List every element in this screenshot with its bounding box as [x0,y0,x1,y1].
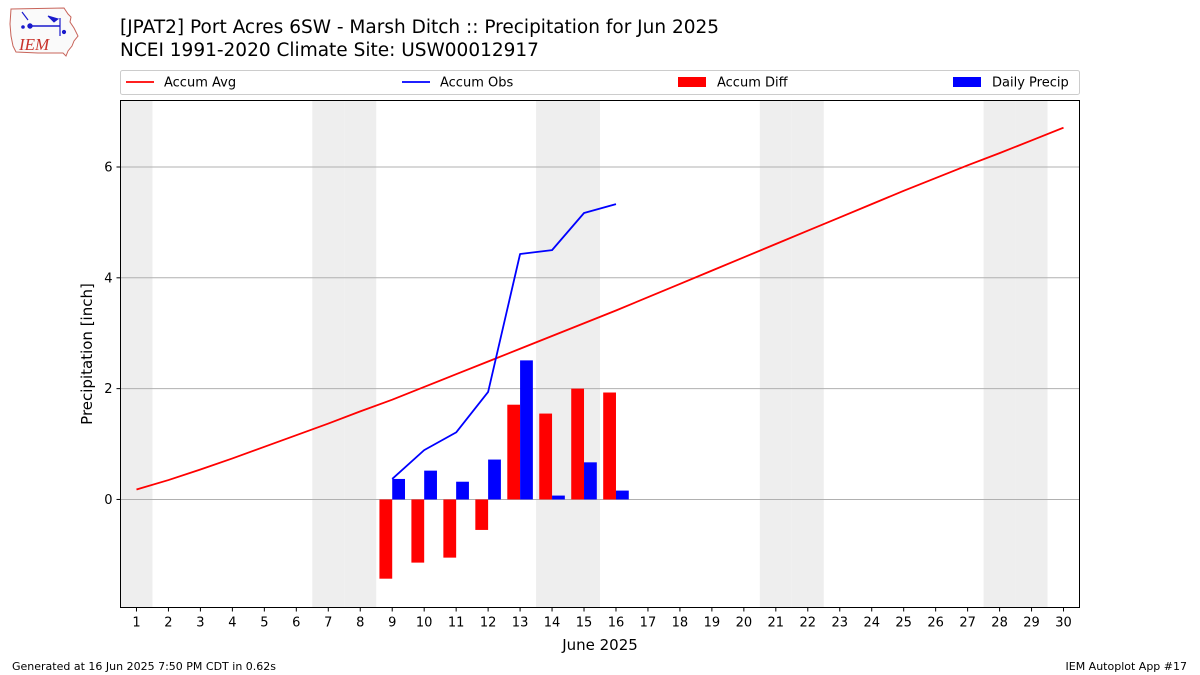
iowa-outline-icon [9,7,79,57]
x-tick-label: 3 [196,616,204,631]
y-tick-label: 0 [104,493,112,508]
legend-daily-precip-swatch [953,77,981,87]
x-axis: 1 2 3 4 5 6 7 8 9 10 11 12 13 14 15 16 17 18 19 20 21 22 23 24 2… [132,607,1072,631]
x-tick-label: 24 [863,616,880,631]
x-tick-label: 26 [927,616,944,631]
accum-avg-line [136,126,1064,491]
x-tick-label: 21 [768,616,785,631]
plot-area-frame [120,100,1080,608]
daily-precip-bar [392,478,406,500]
x-tick-label: 13 [512,616,529,631]
x-tick-label: 12 [480,616,497,631]
accum-diff-bar [603,392,616,500]
legend-accum-obs-label: Accum Obs [440,76,513,91]
iem-logo: IEM [9,7,79,57]
accum-obs-line [391,203,617,480]
y-axis: 0 2 4 6 [104,160,121,508]
weekend-band [1015,100,1048,608]
weekend-band [312,100,345,608]
weekend-band [344,100,377,608]
x-tick-label: 14 [544,616,561,631]
y-tick-label: 6 [104,160,112,175]
weekend-band [759,100,792,608]
x-tick-label: 1 [132,616,140,631]
accum-diff-bar [379,499,393,579]
x-tick-label: 7 [324,616,332,631]
x-tick-label: 15 [576,616,593,631]
accum-diff-bar [539,413,553,500]
x-tick-label: 10 [416,616,433,631]
x-tick-label: 6 [292,616,300,631]
daily-precip-bar [584,462,597,500]
x-tick-label: 20 [736,616,753,631]
generated-timestamp: Generated at 16 Jun 2025 7:50 PM CDT in … [12,660,277,673]
x-tick-label: 25 [895,616,912,631]
x-tick-label: 5 [260,616,268,631]
x-axis-label: June 2025 [561,636,638,654]
x-tick-label: 27 [959,616,976,631]
weekend-band [568,100,600,608]
logo-text: IEM [18,35,50,54]
y-tick-label: 2 [104,382,112,397]
weekend-band [120,100,153,608]
y-gridlines [120,166,1080,500]
daily-precip-bar [488,459,501,500]
legend: Accum Avg Accum Obs Accum Diff Daily Pre… [120,70,1080,95]
daily-precip-bar [424,470,437,500]
accum-diff-bar [475,499,489,530]
weekend-band [536,100,569,608]
x-tick-label: 23 [831,616,848,631]
x-tick-label: 18 [672,616,689,631]
x-tick-label: 19 [704,616,721,631]
x-tick-label: 22 [800,616,817,631]
y-axis-label: Precipitation [inch] [78,283,96,425]
app-credit: IEM Autoplot App #17 [1065,660,1188,673]
daily-precip-bar [552,495,565,500]
x-tick-label: 29 [1023,616,1040,631]
x-tick-label: 8 [356,616,364,631]
legend-daily-precip-label: Daily Precip [992,76,1069,91]
accum-diff-bar [571,388,585,500]
x-tick-label: 9 [388,616,396,631]
daily-precip-bar [615,490,629,500]
accum-diff-bar [411,499,425,563]
x-tick-label: 30 [1055,616,1072,631]
legend-accum-avg-label: Accum Avg [164,76,236,91]
x-tick-label: 17 [640,616,657,631]
accum-diff-bar [507,404,521,500]
bars [379,360,629,579]
x-tick-label: 28 [991,616,1008,631]
chart-title: [JPAT2] Port Acres 6SW - Marsh Ditch :: … [120,17,720,38]
weather-station-icon [21,11,67,36]
x-tick-label: 16 [608,616,625,631]
accum-diff-bar [443,499,457,558]
x-tick-label: 2 [164,616,172,631]
y-tick-label: 4 [104,271,112,286]
daily-precip-bar [520,360,533,500]
weekend-bands [120,100,1048,608]
legend-frame [120,70,1080,95]
weekend-band [791,100,824,608]
lines [136,126,1064,491]
legend-accum-diff-swatch [678,77,706,87]
chart-subtitle: NCEI 1991-2020 Climate Site: USW00012917 [120,40,539,61]
weekend-band [983,100,1016,608]
x-tick-label: 4 [228,616,236,631]
daily-precip-bar [456,481,469,500]
x-tick-label: 11 [448,616,465,631]
legend-accum-diff-label: Accum Diff [717,76,789,91]
